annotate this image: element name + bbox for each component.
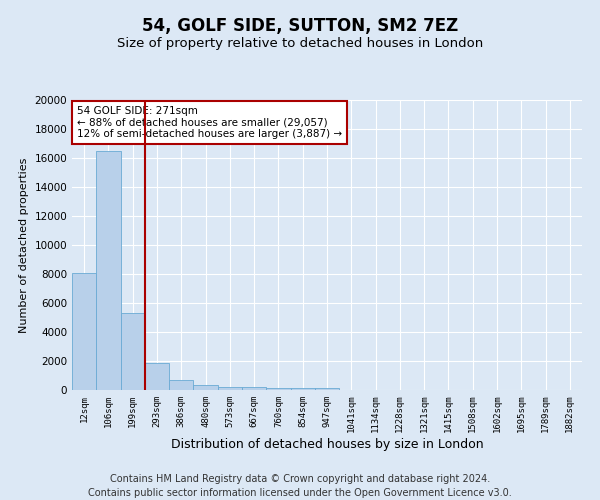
Bar	[96, 151, 121, 390]
Bar	[72, 272, 96, 390]
Text: 54, GOLF SIDE, SUTTON, SM2 7EZ: 54, GOLF SIDE, SUTTON, SM2 7EZ	[142, 18, 458, 36]
Bar	[145, 363, 169, 390]
Bar	[121, 313, 145, 390]
Bar	[218, 387, 242, 390]
Y-axis label: Number of detached properties: Number of detached properties	[19, 158, 29, 332]
X-axis label: Distribution of detached houses by size in London: Distribution of detached houses by size …	[170, 438, 484, 451]
Bar	[315, 388, 339, 390]
Text: 54 GOLF SIDE: 271sqm
← 88% of detached houses are smaller (29,057)
12% of semi-d: 54 GOLF SIDE: 271sqm ← 88% of detached h…	[77, 106, 342, 139]
Bar	[193, 386, 218, 390]
Text: Size of property relative to detached houses in London: Size of property relative to detached ho…	[117, 38, 483, 51]
Text: Contains HM Land Registry data © Crown copyright and database right 2024.
Contai: Contains HM Land Registry data © Crown c…	[88, 474, 512, 498]
Bar	[169, 380, 193, 390]
Bar	[290, 388, 315, 390]
Bar	[266, 388, 290, 390]
Bar	[242, 387, 266, 390]
